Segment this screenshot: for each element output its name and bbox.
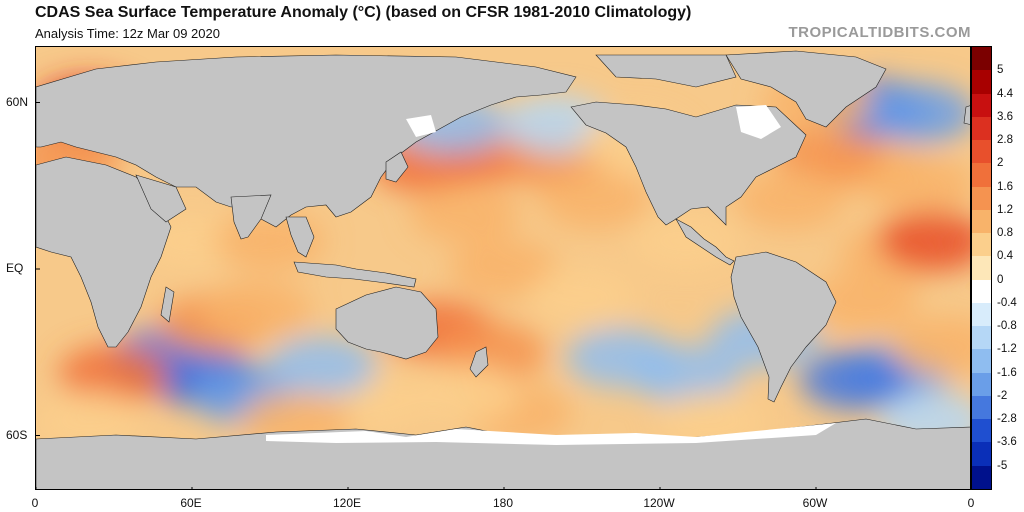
- colorbar-label: -0.8: [997, 320, 1017, 333]
- colorbar-segment: [972, 93, 991, 118]
- anomaly-patch: [449, 239, 559, 299]
- anomaly-patch: [631, 344, 741, 405]
- land-indonesia: [293, 261, 417, 288]
- land-madagascar: [160, 286, 175, 323]
- colorbar-label: 5: [997, 64, 1004, 77]
- anomaly-patch: [878, 211, 970, 272]
- colorbar-label: 0.4: [997, 250, 1013, 263]
- colorbar-segment: [972, 47, 991, 71]
- colorbar-segment: [972, 372, 991, 397]
- land-india: [230, 194, 272, 240]
- x-tick-label: 120W: [643, 496, 675, 510]
- x-tick-label: 60E: [180, 496, 202, 510]
- colorbar-label: -0.4: [997, 296, 1017, 309]
- land-greenland: [725, 50, 887, 128]
- colorbar-label: 1.6: [997, 180, 1013, 193]
- colorbar-segment: [972, 209, 991, 234]
- anomaly-patch: [267, 336, 377, 397]
- colorbar-segment: [972, 395, 991, 420]
- colorbar-label: -2.8: [997, 413, 1017, 426]
- colorbar-segment: [972, 419, 991, 443]
- y-tick-label: 60S: [6, 427, 28, 442]
- colorbar-label: 0: [997, 273, 1004, 286]
- land-australia: [335, 286, 439, 360]
- anomaly-patch: [800, 350, 910, 410]
- anomaly-patch: [865, 83, 970, 144]
- anomaly-patch: [59, 344, 169, 405]
- y-tick-label: EQ: [6, 261, 24, 275]
- land-arctic-canada: [595, 54, 737, 88]
- colorbar-segment: [972, 442, 991, 467]
- land-central-america: [675, 218, 735, 266]
- x-tick-label: 120E: [332, 496, 362, 510]
- anomaly-patch: [202, 280, 312, 341]
- colorbar-label: -1.6: [997, 366, 1017, 379]
- colorbar-segment: [972, 116, 991, 141]
- colorbar-label: -5: [997, 459, 1008, 472]
- colorbar-segment: [972, 163, 991, 188]
- colorbar-segment: [972, 302, 991, 327]
- colorbar-segment: [972, 70, 991, 94]
- colorbar-label: -1.2: [997, 343, 1017, 356]
- sea-ice-okhotsk: [406, 115, 436, 137]
- colorbar-label: 2: [997, 157, 1004, 170]
- x-tick-label: 60W: [802, 496, 828, 510]
- x-tick-label: 0: [967, 496, 975, 510]
- anomaly-patch: [410, 183, 520, 244]
- map-canvas: [36, 47, 970, 489]
- colorbar-label: -3.6: [997, 436, 1017, 449]
- colorbar-segment: [972, 186, 991, 211]
- anomaly-patch: [527, 266, 637, 327]
- anomaly-patch: [410, 363, 520, 424]
- anomaly-patch: [807, 272, 918, 333]
- analysis-time: Analysis Time: 12z Mar 09 2020: [35, 26, 220, 41]
- colorbar-segment: [972, 256, 991, 281]
- land-new-zealand: [469, 346, 489, 378]
- land-eurasia: [36, 54, 577, 228]
- colorbar-segment: [972, 233, 991, 257]
- colorbar-segment: [972, 326, 991, 350]
- y-tick-label: 60N: [6, 94, 29, 109]
- colorbar-segment: [972, 140, 991, 164]
- land-africa: [36, 156, 172, 348]
- land-southeast-asia: [285, 216, 315, 258]
- colorbar: [971, 46, 992, 490]
- sea-ice-hudson: [736, 105, 781, 139]
- graticule: [36, 102, 817, 489]
- anomaly-patch: [891, 316, 970, 377]
- land-uk: [963, 105, 970, 125]
- colorbar-label: 1.2: [997, 203, 1013, 216]
- anomaly-patch: [540, 169, 650, 230]
- colorbar-label: 4.4: [997, 87, 1013, 100]
- x-tick-label: 0: [31, 496, 39, 510]
- sst-anomaly-map: [35, 46, 971, 490]
- colorbar-segment: [972, 279, 991, 304]
- sea-ice-antarctic: [266, 423, 836, 445]
- land-arabia: [135, 174, 187, 223]
- anomaly-patch: [735, 169, 845, 230]
- site-credit: TROPICALTIDBITS.COM: [788, 24, 971, 41]
- land-south-america: [730, 251, 837, 403]
- colorbar-label: 2.8: [997, 134, 1013, 147]
- colorbar-segment: [972, 349, 991, 374]
- land-japan: [385, 151, 409, 183]
- x-tick-label: 180: [492, 496, 514, 510]
- colorbar-label: 3.6: [997, 110, 1013, 123]
- sea-ice: [266, 105, 836, 445]
- anomaly-patch: [631, 211, 741, 272]
- colorbar-label: -2: [997, 389, 1008, 402]
- map-title: CDAS Sea Surface Temperature Anomaly (°C…: [35, 4, 692, 21]
- colorbar-segment: [972, 465, 991, 490]
- colorbar-label: 0.8: [997, 227, 1013, 240]
